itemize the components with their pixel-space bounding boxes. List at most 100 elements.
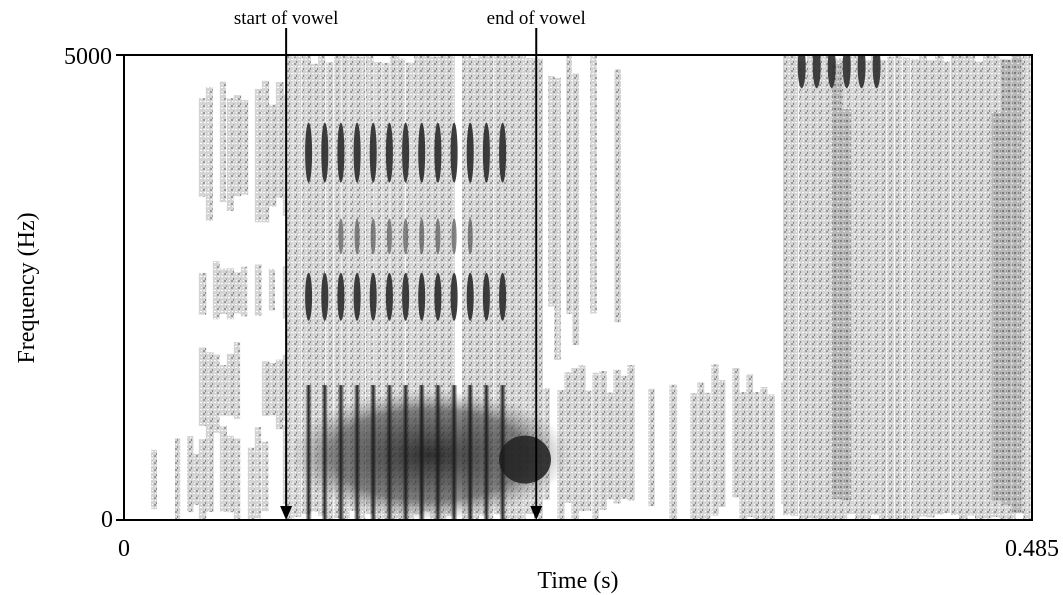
noise-column [261, 80, 270, 223]
noise-column [275, 359, 284, 430]
glottal-pulse-mid [370, 218, 376, 255]
glottal-pulse-f3 [369, 272, 377, 321]
glottal-pulse-low [499, 385, 506, 520]
noise-column [268, 104, 277, 207]
noise-column [254, 88, 262, 223]
noise-column [548, 76, 555, 307]
noise-column [760, 387, 768, 520]
noise-column [620, 375, 628, 499]
noise-column [446, 55, 455, 516]
noise-column [240, 100, 249, 195]
glottal-pulse-low [483, 385, 490, 520]
noise-column [187, 436, 194, 513]
noise-column [718, 380, 726, 507]
glottal-pulse-mid [354, 218, 360, 255]
noise-column [318, 55, 326, 516]
noise-column [959, 55, 968, 520]
noise-column [590, 55, 597, 314]
noise-column [927, 60, 936, 518]
noise-column [1023, 55, 1031, 520]
noise-column [943, 61, 951, 514]
noise-column [879, 60, 887, 520]
noise-column [175, 438, 181, 520]
glottal-pulse-mid [386, 218, 392, 255]
glottal-pulse-f4 [385, 122, 393, 183]
glottal-pulse-low [305, 385, 312, 520]
noise-column [983, 55, 992, 519]
noise-column [233, 342, 241, 419]
noise-column [564, 372, 572, 503]
noise-column [470, 57, 479, 520]
noise-column [219, 365, 227, 416]
fricative-high-energy [872, 55, 881, 89]
noise-column [226, 353, 235, 416]
noise-column [193, 453, 199, 506]
noise-column [732, 368, 740, 498]
noise-column [534, 58, 543, 520]
noise-column [205, 434, 214, 512]
fricative-high-energy [827, 55, 836, 89]
noise-column [233, 438, 241, 520]
noise-column [254, 427, 262, 519]
noise-column [198, 439, 207, 520]
noise-column [205, 352, 214, 438]
noise-column [366, 55, 374, 515]
glottal-pulse-mid [338, 218, 344, 255]
noise-column [268, 362, 277, 416]
noise-column [863, 60, 871, 520]
glottal-pulse-f3 [499, 272, 507, 321]
noise-column [585, 390, 592, 511]
annotation-layer: start of vowel end of vowel [234, 8, 586, 520]
noise-column [286, 55, 294, 520]
noise-column [494, 55, 503, 515]
noise-column [871, 55, 879, 515]
glottal-pulse-mid [451, 218, 457, 255]
plot-frame [123, 54, 1033, 521]
fricative-high-energy [797, 55, 806, 89]
noise-column [739, 392, 747, 520]
noise-column [831, 64, 842, 499]
noise-column [935, 55, 944, 515]
glottal-pulse-f3 [402, 272, 410, 321]
noise-column [599, 371, 607, 510]
noise-column [855, 55, 864, 519]
noise-column [799, 61, 808, 520]
noise-column [342, 55, 350, 520]
noise-column [438, 55, 447, 519]
noise-column [219, 81, 226, 203]
noise-column [240, 266, 248, 317]
glottal-pulse-f4 [450, 122, 458, 183]
noise-column [226, 98, 234, 211]
formant-f1-tail [499, 435, 551, 484]
glottal-pulse-mid [435, 218, 441, 255]
noise-column [614, 69, 621, 323]
noise-column [991, 113, 1003, 501]
noise-column [422, 55, 431, 512]
noise-column [627, 365, 635, 501]
glottal-pulse-f3 [482, 272, 490, 321]
noise-column [791, 55, 799, 516]
spectrogram-area [151, 55, 1032, 520]
noise-column [382, 62, 390, 520]
glottal-pulse-f3 [353, 272, 361, 321]
noise-column [911, 59, 920, 520]
noise-column [783, 55, 792, 516]
noise-column [198, 347, 207, 426]
noise-column [566, 55, 572, 315]
glottal-pulse-low [451, 385, 458, 520]
glottal-pulse-f3 [305, 272, 313, 321]
noise-column [212, 354, 220, 433]
noise-column [690, 393, 698, 520]
noise-column [669, 384, 678, 520]
noise-column [478, 55, 487, 516]
noise-column [486, 55, 494, 520]
noise-column [374, 62, 382, 520]
noise-column [219, 268, 227, 314]
y-tick-label-min: 0 [101, 507, 113, 533]
noise-column [903, 57, 911, 520]
annotation-label: end of vowel [487, 8, 586, 29]
fricative-high-energy [842, 55, 851, 89]
noise-column [704, 392, 711, 520]
